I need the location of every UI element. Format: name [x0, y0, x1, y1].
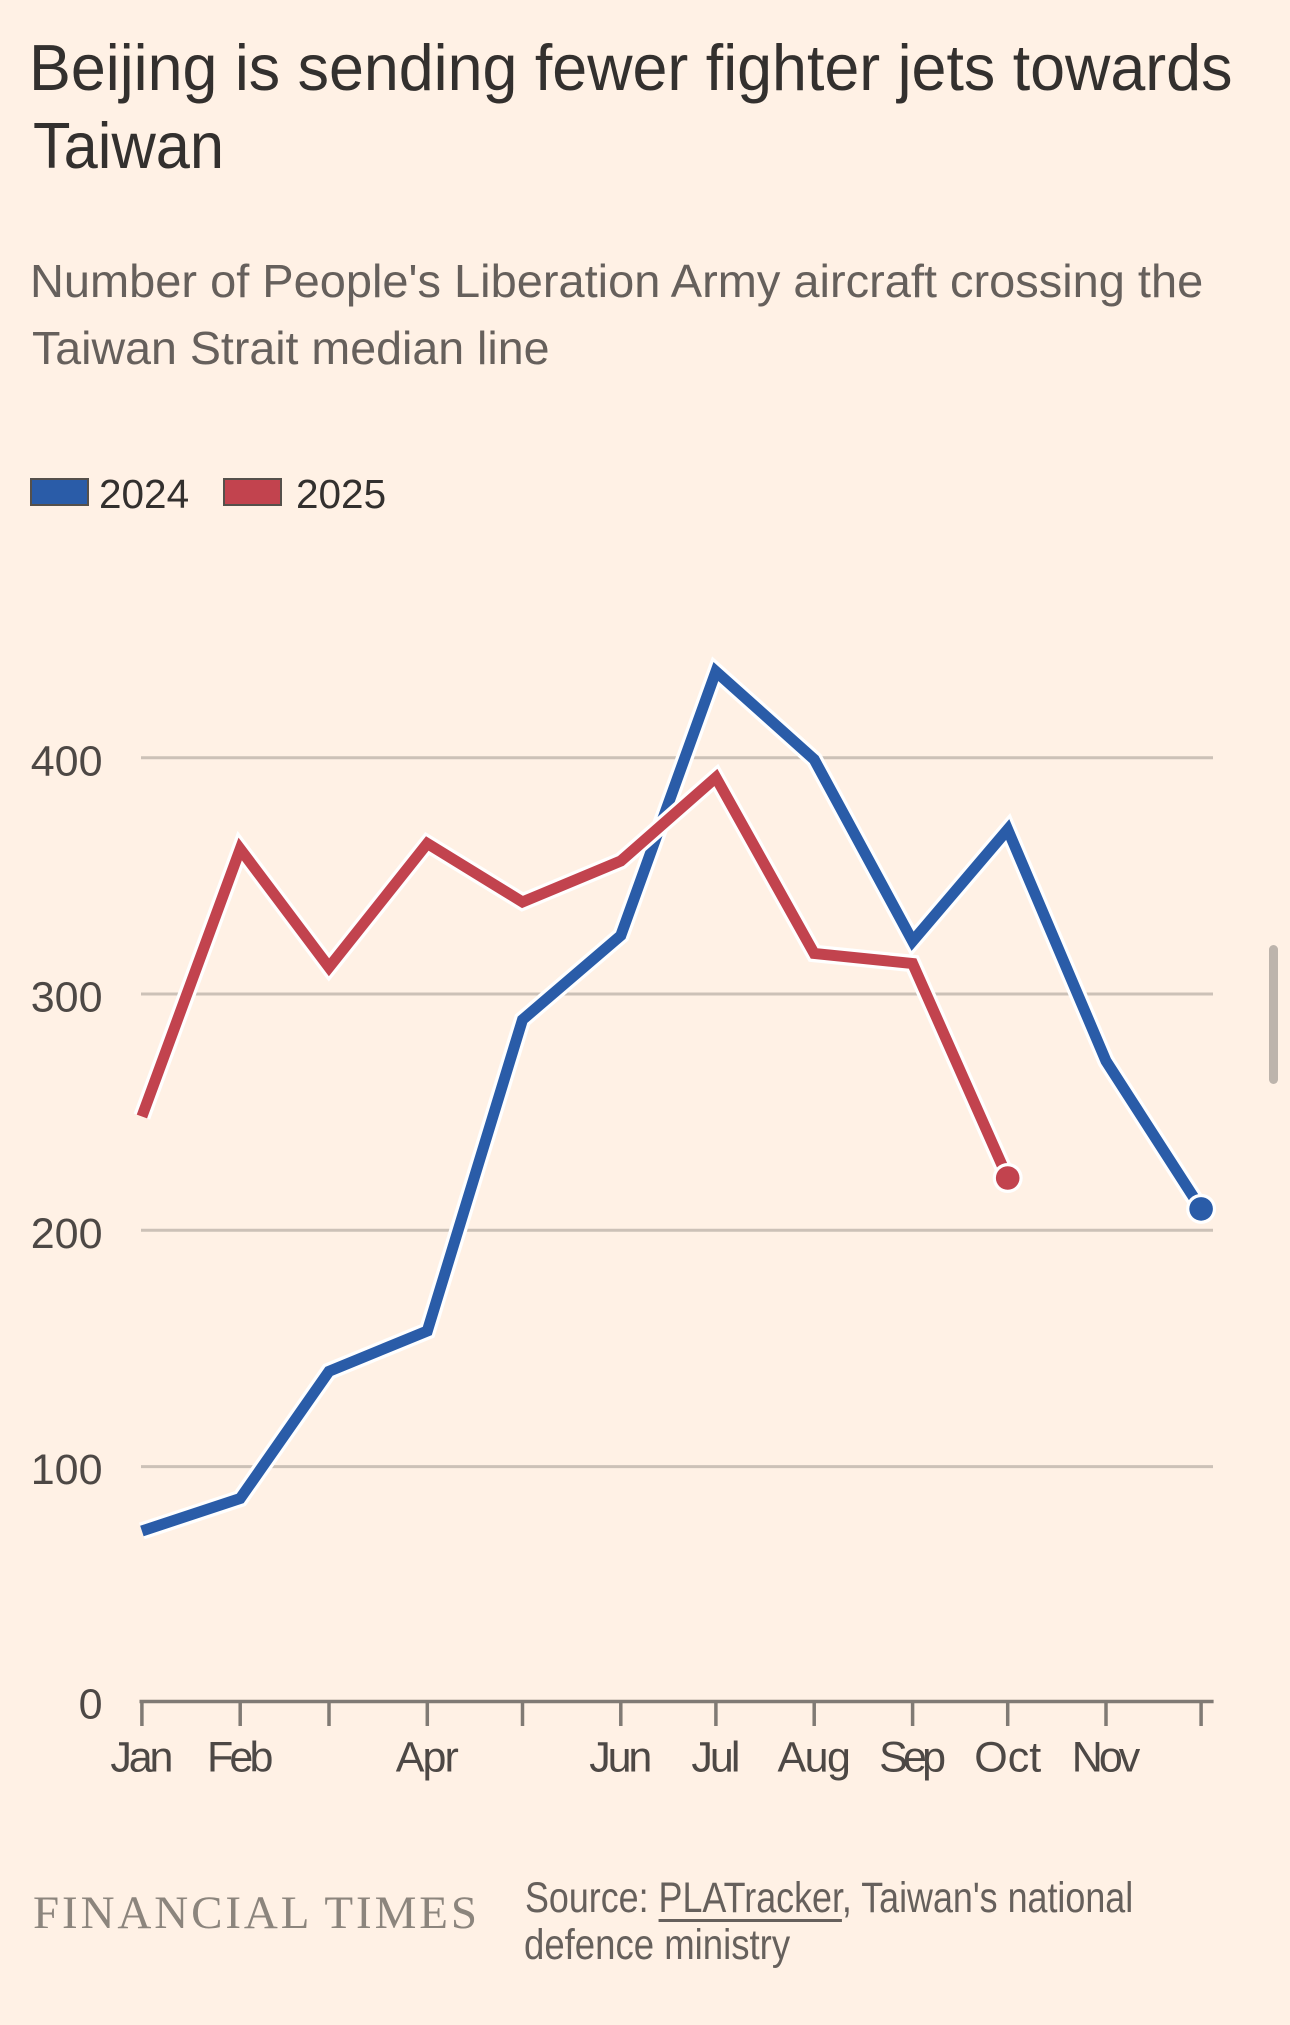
svg-text:Nov: Nov — [1072, 1734, 1141, 1782]
svg-text:Sep: Sep — [879, 1734, 946, 1782]
svg-text:100: 100 — [31, 1446, 103, 1494]
svg-text:0: 0 — [79, 1681, 103, 1729]
svg-text:Feb: Feb — [207, 1734, 274, 1782]
svg-text:Jan: Jan — [110, 1734, 173, 1782]
svg-text:200: 200 — [31, 1210, 103, 1258]
svg-text:300: 300 — [31, 974, 103, 1022]
svg-text:Aug: Aug — [777, 1734, 851, 1782]
svg-text:Jun: Jun — [589, 1734, 652, 1782]
svg-text:Oct: Oct — [974, 1734, 1041, 1782]
svg-text:Apr: Apr — [396, 1734, 459, 1782]
svg-text:400: 400 — [31, 737, 103, 785]
svg-text:Jul: Jul — [691, 1734, 740, 1782]
